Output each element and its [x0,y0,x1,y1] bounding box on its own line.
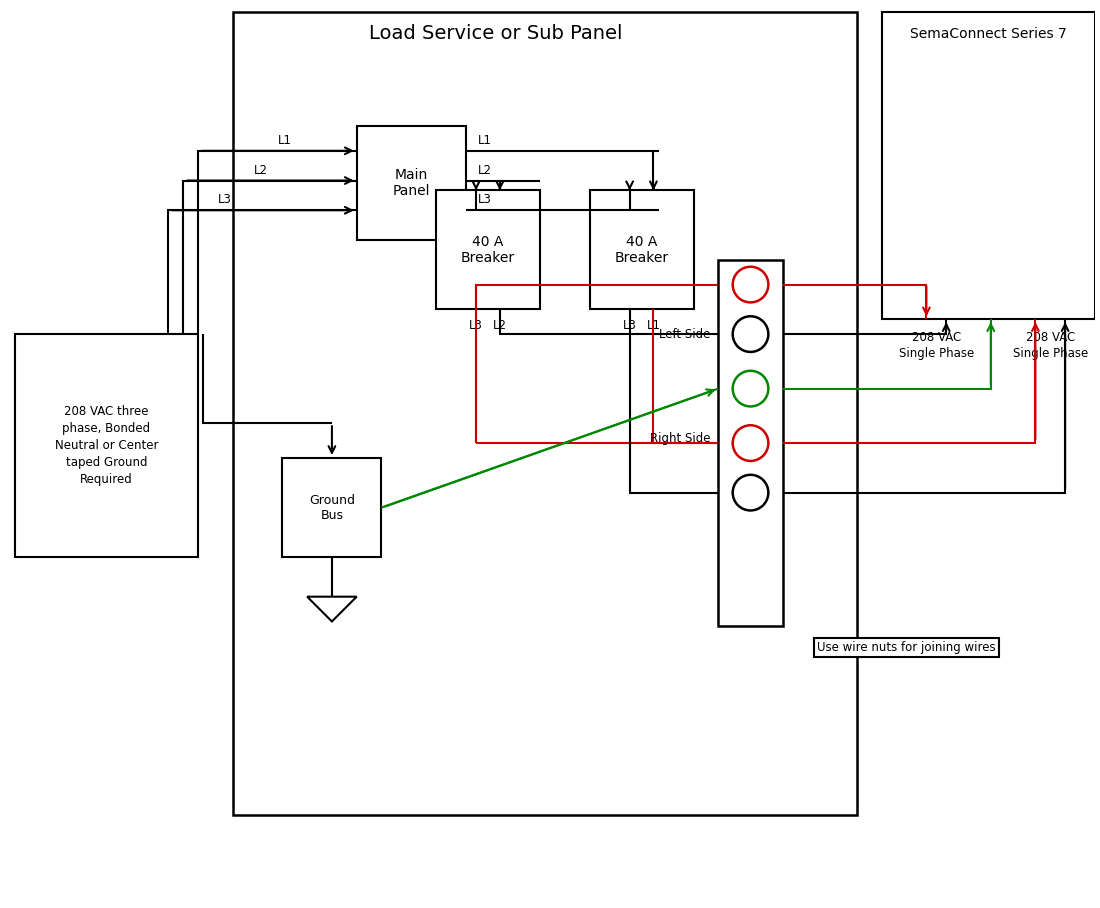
Text: 40 A
Breaker: 40 A Breaker [615,235,669,265]
Text: Left Side: Left Side [659,328,711,340]
Text: L2: L2 [254,163,268,176]
Polygon shape [307,597,356,621]
Text: Load Service or Sub Panel: Load Service or Sub Panel [368,24,623,43]
Text: 208 VAC three
phase, Bonded
Neutral or Center
taped Ground
Required: 208 VAC three phase, Bonded Neutral or C… [55,405,158,486]
Circle shape [733,267,769,302]
Text: 208 VAC
Single Phase: 208 VAC Single Phase [899,331,974,360]
Text: L1: L1 [278,133,293,147]
Text: L2: L2 [493,320,507,332]
Text: Right Side: Right Side [650,431,711,445]
Circle shape [733,316,769,352]
Bar [436,191,540,310]
Bar [882,12,1094,320]
Bar [233,12,857,814]
Text: L3: L3 [218,193,232,206]
Circle shape [733,425,769,461]
Bar [283,458,382,557]
Text: L2: L2 [477,163,492,176]
Text: 40 A
Breaker: 40 A Breaker [461,235,515,265]
Bar [718,260,783,627]
Text: L3: L3 [477,193,492,206]
Text: Main
Panel: Main Panel [393,168,430,198]
Circle shape [733,475,769,510]
Text: Use wire nuts for joining wires: Use wire nuts for joining wires [817,641,996,655]
Circle shape [733,370,769,407]
Text: L1: L1 [647,320,660,332]
Text: SemaConnect Series 7: SemaConnect Series 7 [910,27,1067,41]
Text: Ground
Bus: Ground Bus [309,494,355,521]
Bar [14,334,198,557]
Text: 208 VAC
Single Phase: 208 VAC Single Phase [1013,331,1088,360]
Bar [356,126,465,240]
Text: L1: L1 [477,133,492,147]
Bar [590,191,694,310]
Text: L3: L3 [623,320,637,332]
Text: L3: L3 [469,320,483,332]
